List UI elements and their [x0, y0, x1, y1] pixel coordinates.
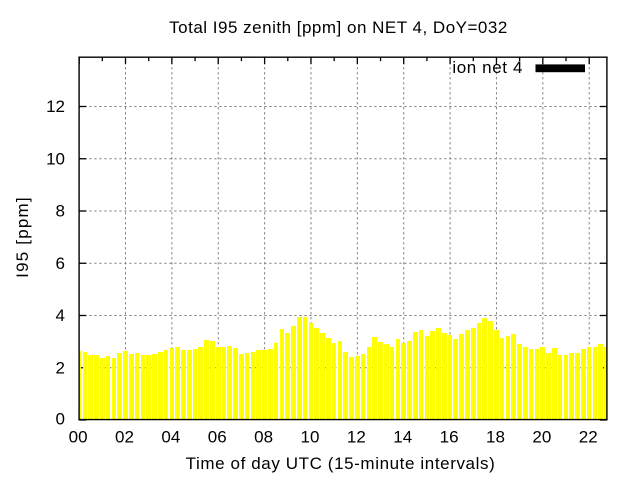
- svg-text:6: 6: [56, 254, 65, 273]
- svg-text:20: 20: [532, 427, 551, 446]
- svg-text:8: 8: [56, 202, 65, 221]
- svg-text:08: 08: [254, 427, 273, 446]
- svg-text:2: 2: [56, 358, 65, 377]
- svg-text:18: 18: [486, 427, 505, 446]
- svg-text:ion net 4: ion net 4: [452, 58, 523, 77]
- svg-text:22: 22: [579, 427, 598, 446]
- svg-text:Time of day UTC (15-minute int: Time of day UTC (15-minute intervals): [186, 454, 496, 473]
- svg-text:06: 06: [208, 427, 227, 446]
- svg-text:10: 10: [301, 427, 320, 446]
- svg-text:00: 00: [69, 427, 88, 446]
- svg-text:16: 16: [440, 427, 459, 446]
- svg-text:12: 12: [347, 427, 366, 446]
- svg-text:04: 04: [161, 427, 180, 446]
- svg-text:10: 10: [46, 149, 65, 168]
- svg-text:12: 12: [46, 97, 65, 116]
- svg-text:02: 02: [115, 427, 134, 446]
- svg-text:I95 [ppm]: I95 [ppm]: [13, 196, 32, 278]
- svg-text:0: 0: [56, 409, 65, 428]
- svg-text:14: 14: [393, 427, 412, 446]
- svg-text:Total I95 zenith [ppm] on NET: Total I95 zenith [ppm] on NET 4, DoY=032: [169, 18, 508, 37]
- svg-text:4: 4: [56, 306, 65, 325]
